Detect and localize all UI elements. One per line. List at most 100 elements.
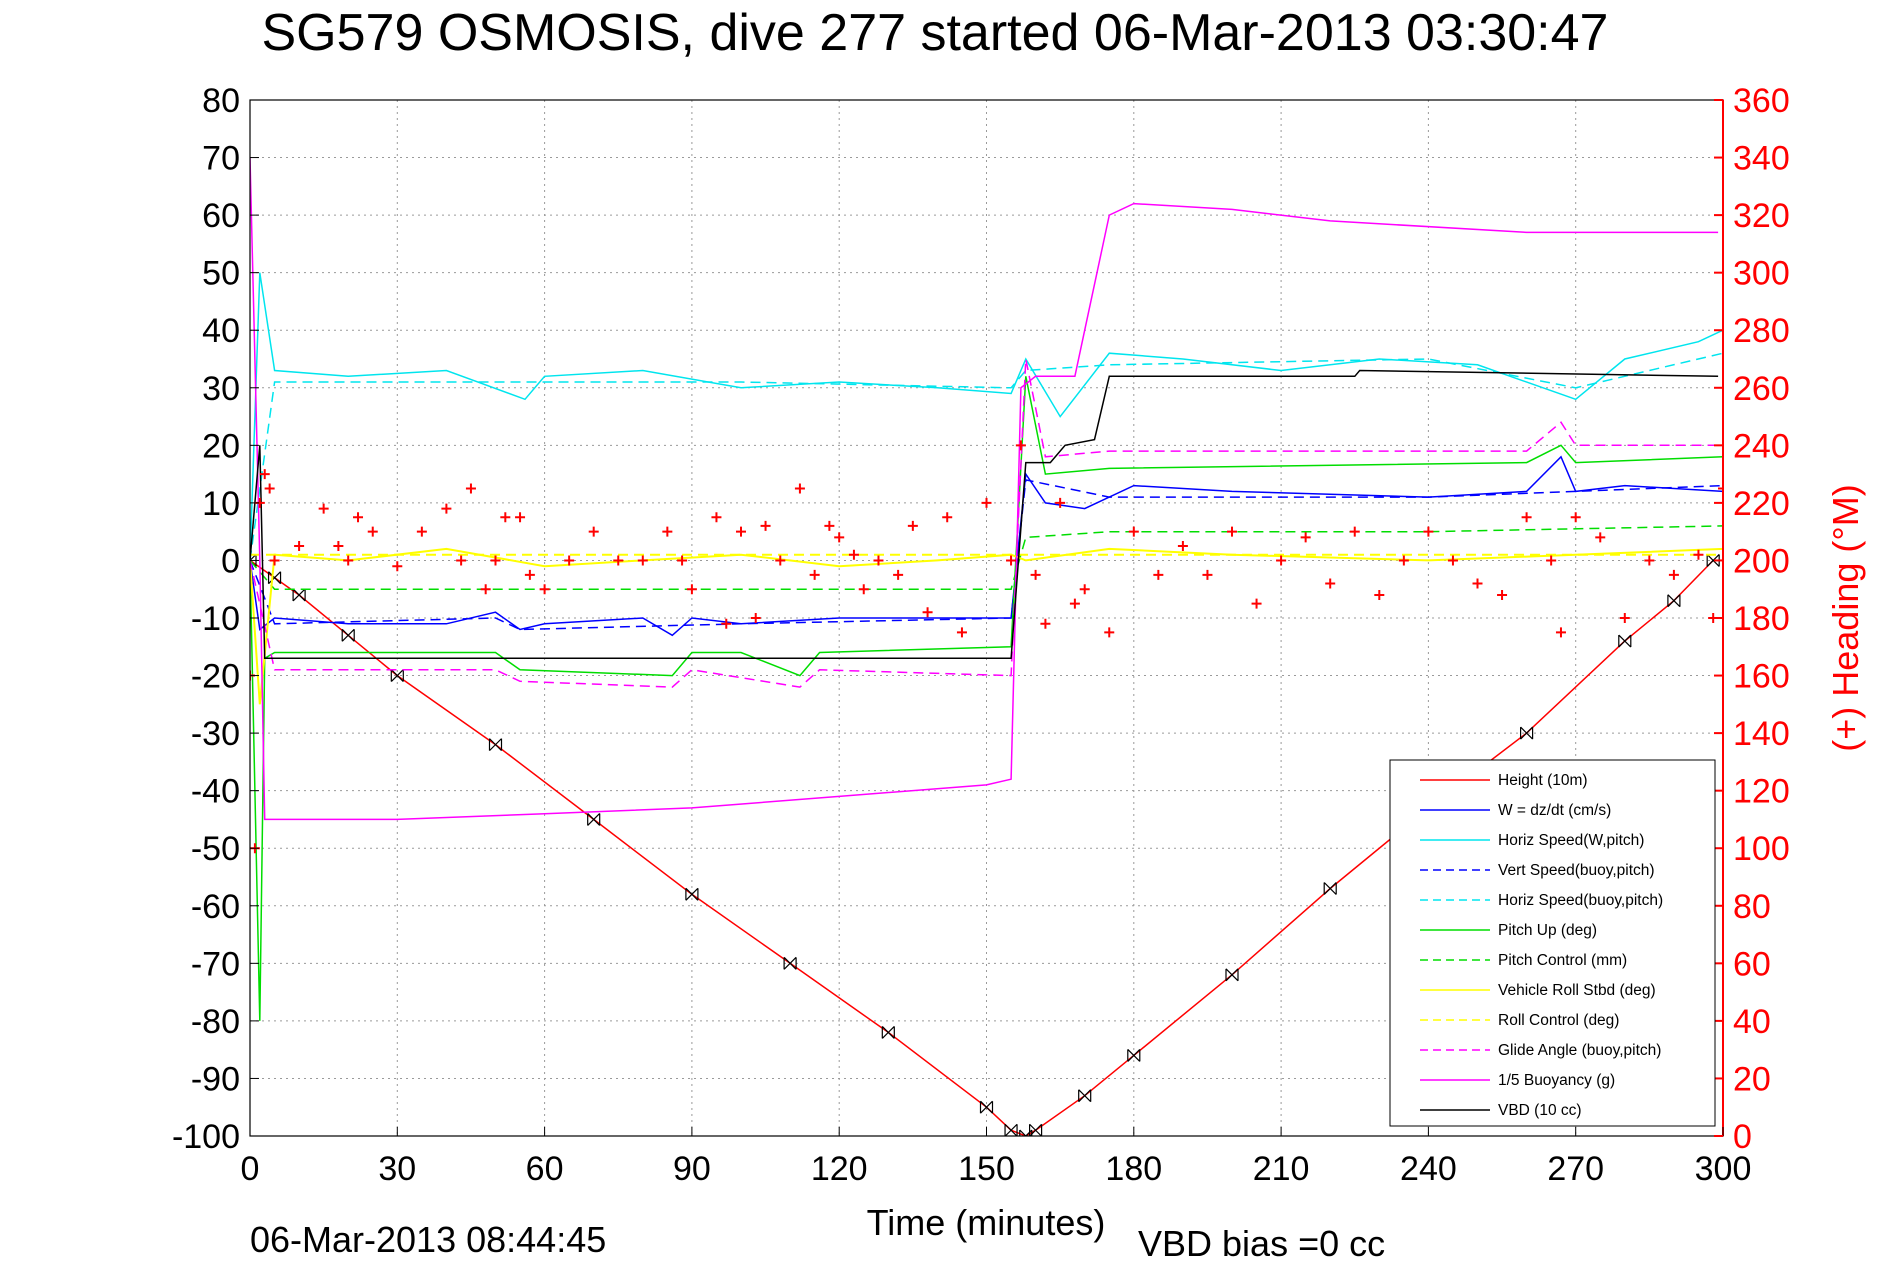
heading-point bbox=[259, 469, 270, 480]
heading-point bbox=[775, 555, 786, 566]
y-right-tick-label: 120 bbox=[1733, 773, 1790, 811]
heading-point bbox=[1227, 526, 1237, 537]
height-marker bbox=[1323, 882, 1337, 895]
heading-point bbox=[858, 584, 869, 595]
heading-point bbox=[441, 503, 452, 514]
legend-entry-label: VBD (10 cc) bbox=[1498, 1102, 1582, 1119]
legend-entry-label: Horiz Speed(buoy,pitch) bbox=[1498, 892, 1663, 909]
height-marker bbox=[1127, 1048, 1141, 1062]
series-line-10 bbox=[250, 157, 1719, 821]
height-marker bbox=[1225, 968, 1239, 982]
heading-point bbox=[907, 520, 918, 531]
heading-point bbox=[318, 503, 329, 514]
height-marker bbox=[1667, 594, 1681, 608]
y-tick-label: 20 bbox=[202, 427, 240, 465]
x-tick-label: 180 bbox=[1105, 1150, 1162, 1188]
y-tick-label: 30 bbox=[202, 370, 240, 408]
heading-point bbox=[956, 627, 967, 638]
heading-point bbox=[1555, 627, 1566, 638]
heading-point bbox=[1040, 618, 1051, 629]
y-right-tick-label: 300 bbox=[1733, 255, 1790, 293]
y-right-tick-label: 240 bbox=[1733, 427, 1790, 465]
y-tick-label: 0 bbox=[221, 542, 240, 580]
x-tick-label: 30 bbox=[378, 1150, 416, 1188]
series-layer bbox=[250, 157, 1723, 1136]
heading-point bbox=[942, 512, 953, 523]
series-line-2 bbox=[250, 272, 1723, 561]
legend-entry-label: Vert Speed(buoy,pitch) bbox=[1498, 862, 1655, 879]
y-tick-label: -40 bbox=[191, 773, 240, 811]
legend-entry-label: 1/5 Buoyancy (g) bbox=[1498, 1072, 1615, 1089]
x-tick-label: 90 bbox=[673, 1150, 711, 1188]
heading-point bbox=[343, 555, 354, 566]
x-tick-label: 0 bbox=[241, 1150, 260, 1188]
heading-point bbox=[637, 555, 648, 566]
legend-entry-label: W = dz/dt (cm/s) bbox=[1498, 802, 1611, 819]
heading-point bbox=[848, 549, 859, 560]
heading-point bbox=[416, 526, 427, 537]
height-marker bbox=[1618, 634, 1632, 648]
series-line-9 bbox=[250, 358, 1723, 688]
y-right-tick-label: 280 bbox=[1733, 312, 1790, 350]
y-right-tick-label: 320 bbox=[1733, 197, 1790, 235]
heading-point bbox=[490, 555, 501, 566]
y-right-tick-label: 180 bbox=[1733, 600, 1790, 638]
heading-point bbox=[677, 555, 688, 566]
y-right-tick-label: 60 bbox=[1733, 945, 1771, 983]
y-axis-right-ticks: 3603403203002802602402202001801601401201… bbox=[1714, 82, 1790, 1156]
y-right-tick-label: 220 bbox=[1733, 485, 1790, 523]
y-right-tick-label: 80 bbox=[1733, 888, 1771, 926]
heading-point bbox=[1276, 555, 1287, 566]
height-marker bbox=[1520, 726, 1534, 740]
x-axis-label: Time (minutes) bbox=[867, 1202, 1106, 1243]
y-tick-label: -100 bbox=[172, 1118, 240, 1156]
heading-point bbox=[1104, 627, 1115, 638]
heading-point bbox=[456, 555, 467, 566]
chart-title: SG579 OSMOSIS, dive 277 started 06-Mar-2… bbox=[262, 4, 1609, 62]
height-marker bbox=[488, 738, 503, 752]
heading-point bbox=[736, 526, 746, 537]
heading-point bbox=[1300, 532, 1311, 543]
legend-entry-label: Roll Control (deg) bbox=[1498, 1012, 1619, 1029]
series-line-7 bbox=[250, 547, 1723, 705]
heading-point bbox=[1153, 569, 1164, 580]
x-tick-label: 270 bbox=[1547, 1150, 1604, 1188]
x-tick-label: 60 bbox=[526, 1150, 564, 1188]
legend-entry-label: Vehicle Roll Stbd (deg) bbox=[1498, 982, 1656, 999]
height-marker bbox=[587, 813, 601, 826]
legend-entry-label: Glide Angle (buoy,pitch) bbox=[1498, 1042, 1661, 1059]
heading-point bbox=[539, 584, 550, 595]
heading-point bbox=[515, 512, 526, 523]
heading-point bbox=[824, 520, 835, 531]
heading-point bbox=[1128, 526, 1139, 537]
heading-point bbox=[500, 512, 511, 523]
height-marker bbox=[783, 956, 797, 970]
y-right-tick-label: 200 bbox=[1733, 542, 1790, 580]
heading-point bbox=[1423, 526, 1434, 537]
y-right-tick-label: 100 bbox=[1733, 830, 1790, 868]
height-marker bbox=[881, 1025, 895, 1039]
height-marker bbox=[390, 669, 404, 682]
series-line-6 bbox=[250, 525, 1723, 590]
heading-point bbox=[1570, 512, 1581, 523]
y-right-tick-label: 360 bbox=[1733, 82, 1790, 120]
heading-point bbox=[1030, 569, 1041, 580]
heading-point bbox=[294, 541, 305, 552]
heading-point bbox=[1398, 555, 1409, 566]
heading-point bbox=[264, 483, 275, 494]
heading-point bbox=[1069, 598, 1080, 609]
heading-point bbox=[721, 618, 732, 629]
heading-point bbox=[1619, 613, 1630, 623]
heading-point bbox=[1374, 589, 1385, 600]
heading-point bbox=[1055, 497, 1066, 508]
y-axis-ticks: 80 70 60 50 40 30 20 10 0 -10 -20 -30 -40 -50 -60 -70 -8… bbox=[172, 82, 259, 1156]
y-tick-label: 70 bbox=[202, 140, 240, 178]
heading-point bbox=[1251, 598, 1262, 609]
heading-point bbox=[1325, 578, 1336, 589]
legend-entry-label: Height (10m) bbox=[1498, 772, 1588, 789]
heading-point bbox=[1447, 555, 1458, 566]
legend: Height (10m) W = dz/dt (cm/s) Horiz Speed(… bbox=[1389, 759, 1716, 1127]
heading-point bbox=[465, 483, 476, 494]
height-marker bbox=[979, 1100, 994, 1114]
